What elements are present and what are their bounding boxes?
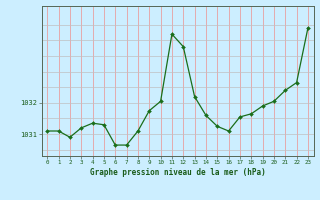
- X-axis label: Graphe pression niveau de la mer (hPa): Graphe pression niveau de la mer (hPa): [90, 168, 266, 177]
